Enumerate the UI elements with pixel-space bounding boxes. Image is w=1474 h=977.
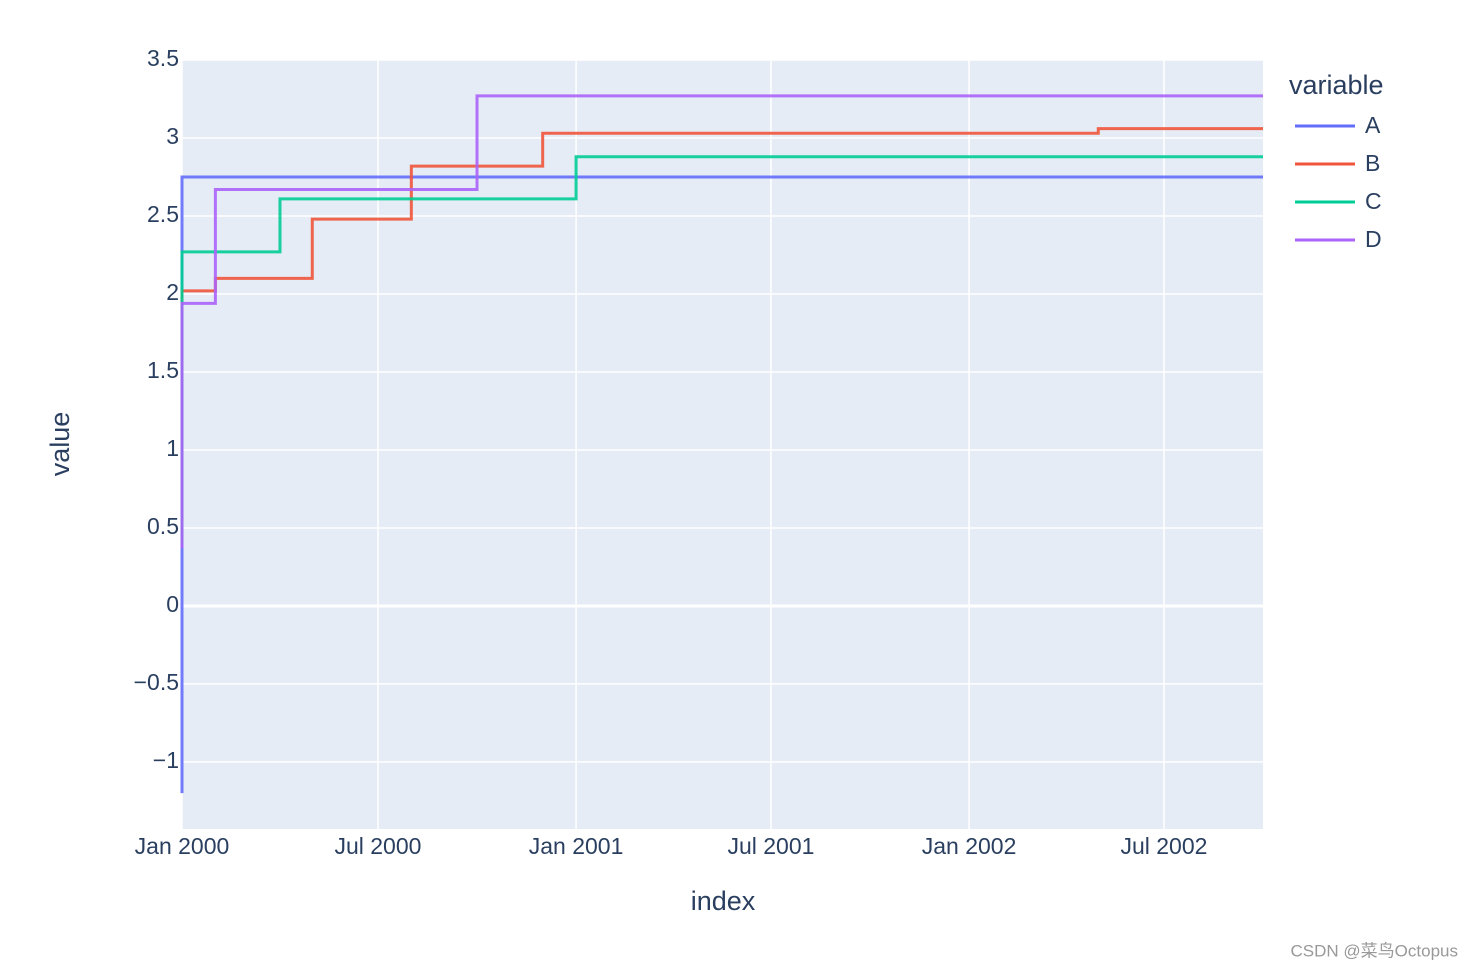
x-tick-label: Jan 2001 <box>529 833 624 859</box>
x-tick-label: Jul 2000 <box>334 833 421 859</box>
y-tick-label: −0.5 <box>134 669 179 695</box>
watermark: CSDN @菜鸟Octopus <box>1291 941 1458 960</box>
legend-title: variable <box>1289 70 1384 100</box>
line <box>180 94 1263 549</box>
x-tick-label: Jan 2000 <box>135 833 230 859</box>
y-tick-label: −1 <box>153 747 179 773</box>
line <box>180 155 1263 544</box>
y-axis-title: value <box>45 412 75 477</box>
line <box>180 175 1263 794</box>
x-tick-label: Jul 2001 <box>727 833 814 859</box>
plot-area <box>182 60 1263 829</box>
y-tick-label: 0.5 <box>147 513 179 539</box>
y-tick-label: 1 <box>166 435 179 461</box>
x-tick-label: Jan 2002 <box>922 833 1017 859</box>
legend-label: D <box>1365 226 1382 252</box>
legend-label: B <box>1365 150 1380 176</box>
y-tick-label: 3 <box>166 123 179 149</box>
legend-label: A <box>1365 112 1381 138</box>
y-tick-label: 3.5 <box>147 45 179 71</box>
x-axis-title: index <box>691 886 756 916</box>
y-tick-label: 2.5 <box>147 201 179 227</box>
y-tick-label: 0 <box>166 591 179 617</box>
legend-label: C <box>1365 188 1382 214</box>
y-tick-label: 2 <box>166 279 179 305</box>
x-tick-label: Jul 2002 <box>1120 833 1207 859</box>
y-tick-label: 1.5 <box>147 357 179 383</box>
